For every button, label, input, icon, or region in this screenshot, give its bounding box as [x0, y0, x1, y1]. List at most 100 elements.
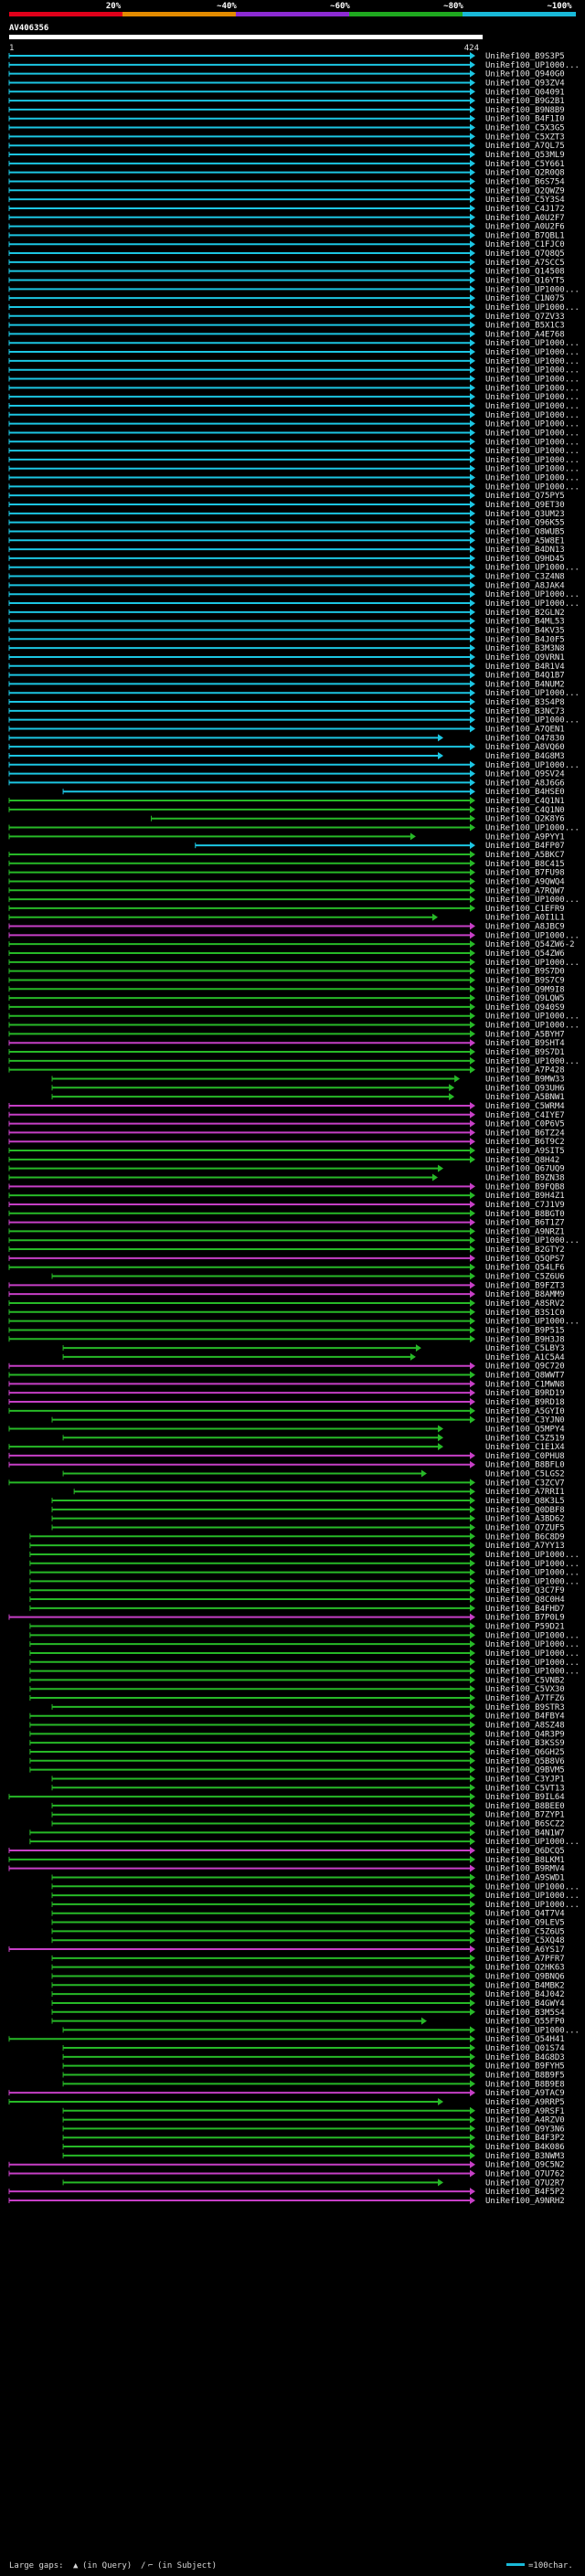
hit-row[interactable]: UniRef100_C5XZT3	[8, 133, 565, 142]
hit-label[interactable]: UniRef100_B3NC73	[485, 707, 565, 716]
hit-row[interactable]: UniRef100_B4HSE0	[62, 788, 565, 797]
hit-label[interactable]: UniRef100_Q9M9I8	[485, 985, 565, 994]
hit-label[interactable]: UniRef100_UP1000...	[485, 438, 580, 447]
hit-row[interactable]: UniRef100_C7J1V9	[8, 1200, 565, 1210]
hit-row[interactable]: UniRef100_Q67UQ9	[8, 1164, 565, 1174]
hit-label[interactable]: UniRef100_A9TAC9	[485, 2089, 565, 2098]
hit-label[interactable]: UniRef100_Q9Y3N6	[485, 2125, 565, 2134]
hit-label[interactable]: UniRef100_B6C8D9	[485, 1532, 565, 1542]
hit-row[interactable]: UniRef100_B8LKM1	[8, 1855, 565, 1865]
hit-row[interactable]: UniRef100_Q8H42	[8, 1155, 559, 1165]
hit-label[interactable]: UniRef100_UP1000...	[485, 429, 580, 438]
hit-label[interactable]: UniRef100_UP1000...	[485, 761, 580, 770]
hit-row[interactable]: UniRef100_B9RD18	[8, 1398, 565, 1407]
hit-row[interactable]: UniRef100_UP1000...	[29, 1838, 580, 1847]
hit-row[interactable]: UniRef100_B6TZ24	[8, 1129, 565, 1138]
hit-label[interactable]: UniRef100_Q93ZV4	[485, 79, 565, 88]
hit-label[interactable]: UniRef100_UP1000...	[485, 1901, 580, 1910]
hit-row[interactable]: UniRef100_B6S754	[8, 177, 565, 186]
hit-row[interactable]: UniRef100_UP1000...	[8, 599, 580, 609]
hit-label[interactable]: UniRef100_UP1000...	[485, 339, 580, 348]
hit-row[interactable]: UniRef100_Q93ZV4	[8, 79, 565, 88]
hit-row[interactable]: UniRef100_A9SWD1	[51, 1873, 565, 1882]
hit-row[interactable]: UniRef100_A7TFZ6	[29, 1694, 565, 1703]
hit-label[interactable]: UniRef100_B9P515	[485, 1326, 565, 1335]
hit-label[interactable]: UniRef100_A8J6G6	[485, 779, 565, 788]
hit-label[interactable]: UniRef100_A8SRV2	[485, 1299, 565, 1309]
hit-label[interactable]: UniRef100_B4HSE0	[485, 788, 565, 797]
hit-label[interactable]: UniRef100_C5Y3S4	[485, 196, 565, 205]
hit-row[interactable]: UniRef100_A5W8E1	[8, 536, 565, 546]
hit-row[interactable]: UniRef100_B8B9E8	[62, 2080, 565, 2089]
hit-row[interactable]: UniRef100_B3M5S4	[51, 2008, 565, 2018]
hit-row[interactable]: UniRef100_B8AMM9	[8, 1290, 565, 1299]
hit-row[interactable]: UniRef100_B4GWY4	[51, 1998, 565, 2009]
hit-row[interactable]: UniRef100_B9ZN38	[8, 1173, 565, 1183]
hit-label[interactable]: UniRef100_C5X3G5	[485, 124, 565, 133]
hit-row[interactable]: UniRef100_B9S7C9	[8, 976, 565, 985]
hit-label[interactable]: UniRef100_Q5MPY4	[485, 1425, 565, 1434]
hit-label[interactable]: UniRef100_A5BNW1	[485, 1093, 565, 1102]
hit-row[interactable]: UniRef100_A8SRV2	[8, 1299, 565, 1309]
hit-label[interactable]: UniRef100_B2GTY2	[485, 1246, 565, 1255]
hit-row[interactable]: UniRef100_C3YJP1	[51, 1775, 565, 1784]
hit-row[interactable]: UniRef100_C5XQ48	[51, 1936, 565, 1945]
hit-label[interactable]: UniRef100_A9NRZ1	[485, 1227, 565, 1236]
hit-row[interactable]: UniRef100_Q75PY5	[8, 492, 565, 501]
hit-row[interactable]: UniRef100_C4Q1N0	[8, 805, 565, 815]
hit-label[interactable]: UniRef100_B9RD18	[485, 1398, 565, 1407]
hit-label[interactable]: UniRef100_A7QEN1	[485, 726, 565, 735]
hit-label[interactable]: UniRef100_Q7U2R7	[485, 2178, 565, 2188]
hit-row[interactable]: UniRef100_B9STR3	[51, 1702, 565, 1712]
hit-label[interactable]: UniRef100_B8B9E8	[485, 2080, 565, 2089]
hit-label[interactable]: UniRef100_C5Z6U5	[485, 1927, 565, 1936]
hit-label[interactable]: UniRef100_UP1000...	[485, 1560, 580, 1569]
hit-row[interactable]: UniRef100_B4NUM2	[8, 680, 565, 689]
hit-label[interactable]: UniRef100_A7RQW7	[485, 886, 565, 896]
hit-row[interactable]: UniRef100_Q93UH6	[51, 1084, 565, 1093]
hit-row[interactable]: UniRef100_Q5MPY4	[8, 1425, 565, 1434]
hit-label[interactable]: UniRef100_C4IYE7	[485, 1111, 565, 1120]
hit-label[interactable]: UniRef100_B4J042	[485, 1990, 565, 1999]
hit-label[interactable]: UniRef100_B9ZN38	[485, 1174, 565, 1183]
hit-row[interactable]: UniRef100_A7RRI1	[73, 1488, 565, 1497]
hit-row[interactable]: UniRef100_A7SCC5	[8, 258, 565, 268]
hit-row[interactable]: UniRef100_Q8WWT7	[8, 1371, 565, 1381]
hit-row[interactable]: UniRef100_A9RSF1	[62, 2106, 565, 2116]
hit-label[interactable]: UniRef100_UP1000...	[485, 402, 580, 411]
hit-row[interactable]: UniRef100_A8J6G6	[8, 779, 565, 788]
hit-row[interactable]: UniRef100_B8BFL0	[8, 1460, 565, 1470]
hit-label[interactable]: UniRef100_UP1000...	[485, 1012, 580, 1022]
hit-row[interactable]: UniRef100_B9S7D0	[8, 967, 565, 977]
hit-label[interactable]: UniRef100_A7RRI1	[485, 1488, 565, 1497]
hit-label[interactable]: UniRef100_B9S7D1	[485, 1048, 565, 1057]
hit-row[interactable]: UniRef100_C5LBY3	[62, 1344, 565, 1353]
hit-row[interactable]: UniRef100_Q8WUB5	[8, 527, 565, 536]
hit-label[interactable]: UniRef100_Q2R0Q8	[485, 169, 565, 178]
hit-row[interactable]: UniRef100_C1E1X4	[8, 1443, 565, 1452]
hit-row[interactable]: UniRef100_C1MWN8	[8, 1380, 565, 1389]
hit-row[interactable]: UniRef100_Q9LEV5	[51, 1918, 565, 1928]
hit-label[interactable]: UniRef100_B8BGT0	[485, 1210, 565, 1219]
hit-label[interactable]: UniRef100_B9IL64	[485, 1793, 565, 1802]
hit-label[interactable]: UniRef100_B9MW33	[485, 1075, 565, 1084]
hit-label[interactable]: UniRef100_Q75PY5	[485, 492, 565, 501]
hit-row[interactable]: UniRef100_Q3C7F9	[29, 1586, 565, 1595]
hit-row[interactable]: UniRef100_B4ML53	[8, 617, 565, 627]
hit-row[interactable]: UniRef100_UP1000...	[8, 896, 580, 905]
hit-row[interactable]: UniRef100_Q7Q8Q5	[8, 249, 565, 259]
hit-label[interactable]: UniRef100_C7J1V9	[485, 1201, 565, 1210]
hit-label[interactable]: UniRef100_A5W8E1	[485, 536, 565, 546]
hit-label[interactable]: UniRef100_A9NRH2	[485, 2197, 565, 2206]
hit-row[interactable]: UniRef100_B9S7D1	[8, 1048, 565, 1057]
hit-row[interactable]: UniRef100_C5Y661	[8, 159, 565, 169]
hit-label[interactable]: UniRef100_Q14508	[485, 268, 565, 277]
hit-row[interactable]: UniRef100_C3YJN0	[51, 1415, 565, 1426]
hit-label[interactable]: UniRef100_Q04091	[485, 88, 565, 97]
hit-label[interactable]: UniRef100_Q9LEV5	[485, 1919, 565, 1928]
hit-row[interactable]: UniRef100_Q2QWZ9	[8, 186, 565, 196]
hit-label[interactable]: UniRef100_A5BYH7	[485, 1030, 565, 1039]
hit-label[interactable]: UniRef100_UP1000...	[485, 384, 580, 393]
hit-label[interactable]: UniRef100_Q8K3L5	[485, 1497, 565, 1506]
hit-row[interactable]: UniRef100_B3S4P8	[8, 698, 565, 707]
